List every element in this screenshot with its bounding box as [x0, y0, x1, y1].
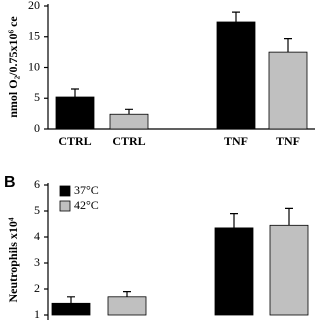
- bar: [216, 21, 256, 130]
- y-axis-label: nmol O₂/0.75x10⁶ ce: [6, 16, 20, 118]
- y-tick-label: 3: [34, 255, 40, 269]
- x-tick-label: CTRL: [112, 134, 145, 148]
- legend-swatch: [59, 200, 71, 212]
- error-bar: [230, 213, 238, 228]
- y-tick-label: 2: [34, 281, 40, 295]
- legend-swatch: [59, 185, 71, 197]
- y-axis-label: Neutrophils x10⁴: [6, 217, 20, 302]
- x-tick-label: CTRL: [58, 134, 91, 148]
- bar: [107, 296, 147, 316]
- y-tick-label: 1: [34, 307, 40, 320]
- bar: [109, 113, 149, 130]
- y-tick-label: 4: [34, 229, 40, 243]
- y-tick-label: 10: [28, 59, 40, 73]
- error-bar: [284, 37, 292, 53]
- x-tick-label: TNF: [224, 134, 248, 148]
- bar: [51, 302, 91, 316]
- legend-label: 37°C: [74, 183, 99, 197]
- y-tick-label: 15: [28, 29, 40, 43]
- x-tick-label: TNF: [276, 134, 300, 148]
- bar: [269, 224, 309, 316]
- bar: [214, 227, 254, 316]
- y-tick-label: 20: [28, 0, 40, 12]
- legend-label: 42°C: [74, 198, 99, 212]
- error-bar: [71, 88, 79, 98]
- bar: [268, 51, 308, 130]
- error-bar: [232, 11, 240, 22]
- y-tick-label: 6: [34, 177, 40, 191]
- y-tick-label: 5: [34, 90, 40, 104]
- y-tick-label: 5: [34, 203, 40, 217]
- bar: [55, 96, 95, 130]
- error-bar: [125, 108, 133, 115]
- error-bar: [123, 291, 131, 297]
- panel-label: B: [4, 174, 16, 191]
- error-bar: [67, 296, 75, 304]
- y-tick-label: 0: [34, 121, 40, 135]
- error-bar: [285, 207, 293, 226]
